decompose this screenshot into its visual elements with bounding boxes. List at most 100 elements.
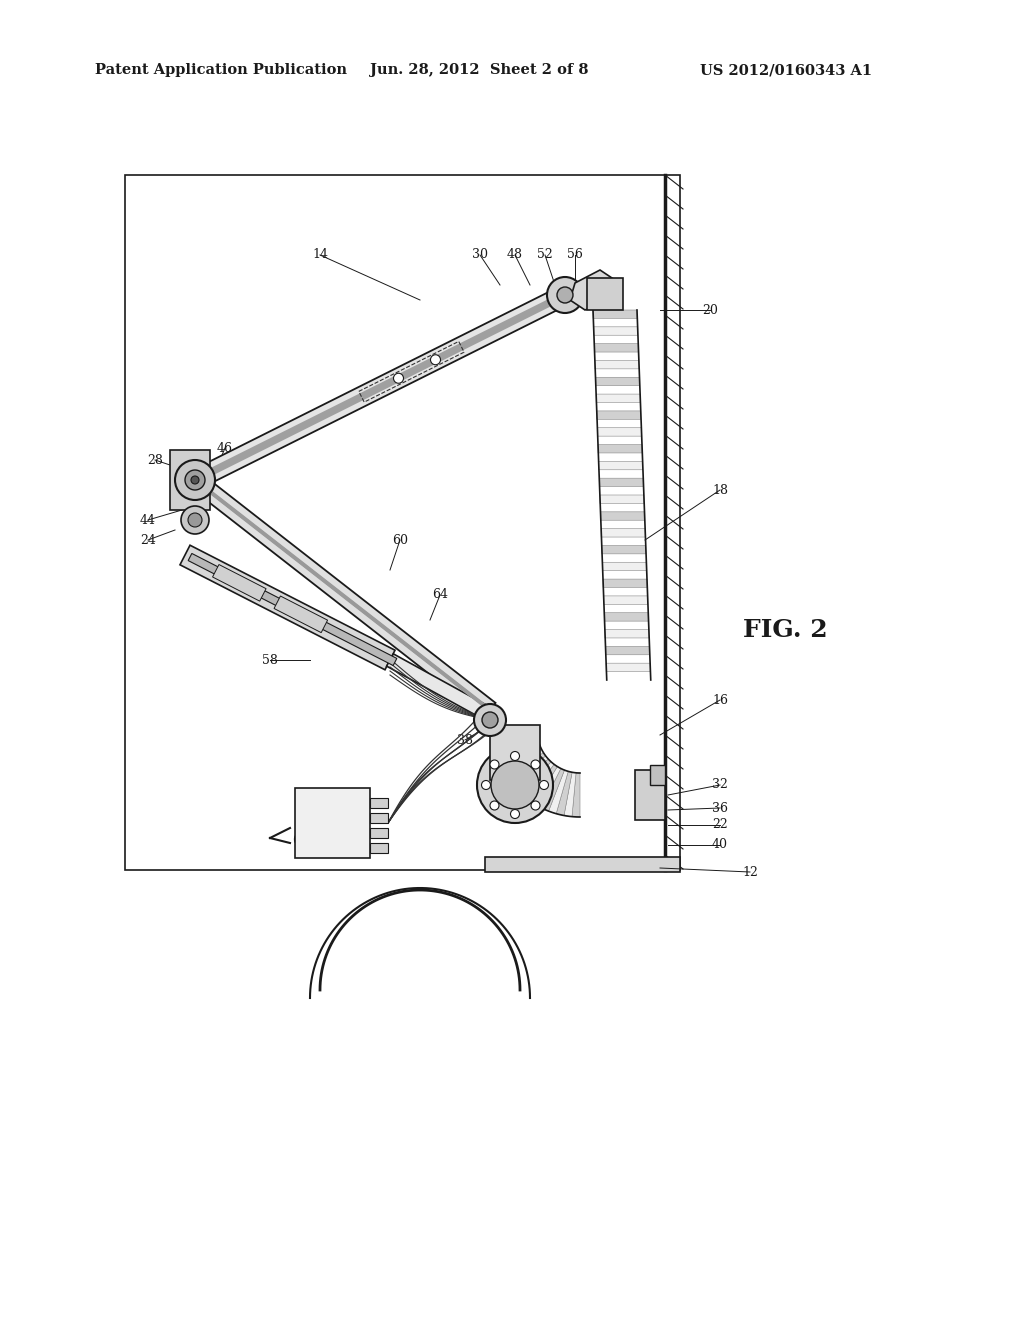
Polygon shape xyxy=(593,310,637,318)
Polygon shape xyxy=(594,327,638,335)
Circle shape xyxy=(191,477,199,484)
Polygon shape xyxy=(564,772,577,817)
Text: 32: 32 xyxy=(712,779,728,792)
Circle shape xyxy=(531,801,540,810)
Text: 12: 12 xyxy=(742,866,758,879)
Polygon shape xyxy=(190,286,569,488)
Circle shape xyxy=(482,711,498,729)
Polygon shape xyxy=(597,411,641,420)
Polygon shape xyxy=(189,473,496,717)
Polygon shape xyxy=(605,630,649,638)
Text: 20: 20 xyxy=(702,304,718,317)
Polygon shape xyxy=(213,565,266,601)
Bar xyxy=(295,788,370,858)
Polygon shape xyxy=(196,290,567,479)
Circle shape xyxy=(490,760,499,770)
Circle shape xyxy=(393,374,403,383)
Polygon shape xyxy=(601,528,645,537)
Circle shape xyxy=(511,751,519,760)
Text: 62: 62 xyxy=(292,833,308,846)
Bar xyxy=(635,770,665,820)
Polygon shape xyxy=(600,512,644,520)
Circle shape xyxy=(477,747,553,822)
Polygon shape xyxy=(494,734,538,746)
Text: 40: 40 xyxy=(712,838,728,851)
Bar xyxy=(370,828,388,838)
Text: 64: 64 xyxy=(432,589,449,602)
Polygon shape xyxy=(598,445,642,453)
Polygon shape xyxy=(597,428,641,436)
Polygon shape xyxy=(596,395,640,403)
Polygon shape xyxy=(499,746,542,768)
Text: 42: 42 xyxy=(512,738,528,751)
Polygon shape xyxy=(188,553,397,665)
Text: 34: 34 xyxy=(302,788,318,800)
Circle shape xyxy=(511,809,519,818)
Polygon shape xyxy=(521,762,554,800)
Polygon shape xyxy=(511,756,548,788)
Polygon shape xyxy=(506,752,546,783)
Text: 18: 18 xyxy=(712,483,728,496)
Circle shape xyxy=(547,277,583,313)
Circle shape xyxy=(175,459,215,500)
Polygon shape xyxy=(196,480,493,713)
Text: 24: 24 xyxy=(140,533,156,546)
Bar xyxy=(370,799,388,808)
Polygon shape xyxy=(493,730,538,738)
Polygon shape xyxy=(542,768,564,810)
Polygon shape xyxy=(502,750,544,776)
Text: 56: 56 xyxy=(567,248,583,261)
Polygon shape xyxy=(602,562,646,570)
Circle shape xyxy=(490,801,499,810)
Bar xyxy=(650,766,665,785)
Polygon shape xyxy=(549,770,568,813)
Circle shape xyxy=(430,355,440,364)
Circle shape xyxy=(481,780,490,789)
Polygon shape xyxy=(195,479,490,711)
Text: 52: 52 xyxy=(538,248,553,261)
Text: 48: 48 xyxy=(507,248,523,261)
Polygon shape xyxy=(570,271,615,310)
Bar xyxy=(370,843,388,853)
Circle shape xyxy=(540,780,549,789)
Text: 36: 36 xyxy=(712,801,728,814)
Polygon shape xyxy=(556,771,572,816)
Polygon shape xyxy=(193,478,489,710)
Polygon shape xyxy=(599,462,643,470)
Text: 28: 28 xyxy=(147,454,163,466)
Circle shape xyxy=(474,704,506,737)
Bar xyxy=(490,725,540,780)
Text: 14: 14 xyxy=(312,248,328,261)
Bar xyxy=(587,279,623,310)
Text: 22: 22 xyxy=(712,818,728,832)
Text: 38: 38 xyxy=(457,734,473,747)
Bar xyxy=(125,176,680,870)
Bar xyxy=(370,813,388,822)
Polygon shape xyxy=(603,595,648,605)
Polygon shape xyxy=(596,378,640,385)
Polygon shape xyxy=(170,450,210,510)
Polygon shape xyxy=(602,545,646,554)
Polygon shape xyxy=(595,360,639,368)
Polygon shape xyxy=(605,647,649,655)
Polygon shape xyxy=(603,579,647,587)
Polygon shape xyxy=(572,772,580,817)
Text: 16: 16 xyxy=(712,693,728,706)
Circle shape xyxy=(557,286,573,304)
Bar xyxy=(485,857,680,873)
Polygon shape xyxy=(516,759,551,795)
Polygon shape xyxy=(387,653,494,721)
Text: 30: 30 xyxy=(472,248,488,261)
Polygon shape xyxy=(193,296,564,484)
Polygon shape xyxy=(600,495,644,503)
Polygon shape xyxy=(604,612,648,622)
Text: US 2012/0160343 A1: US 2012/0160343 A1 xyxy=(700,63,872,77)
Text: 44: 44 xyxy=(140,513,156,527)
Polygon shape xyxy=(535,767,561,808)
Text: 60: 60 xyxy=(392,533,408,546)
Text: 46: 46 xyxy=(217,441,233,454)
Polygon shape xyxy=(180,545,395,669)
Text: 58: 58 xyxy=(262,653,278,667)
Circle shape xyxy=(483,713,497,727)
Polygon shape xyxy=(527,764,557,804)
